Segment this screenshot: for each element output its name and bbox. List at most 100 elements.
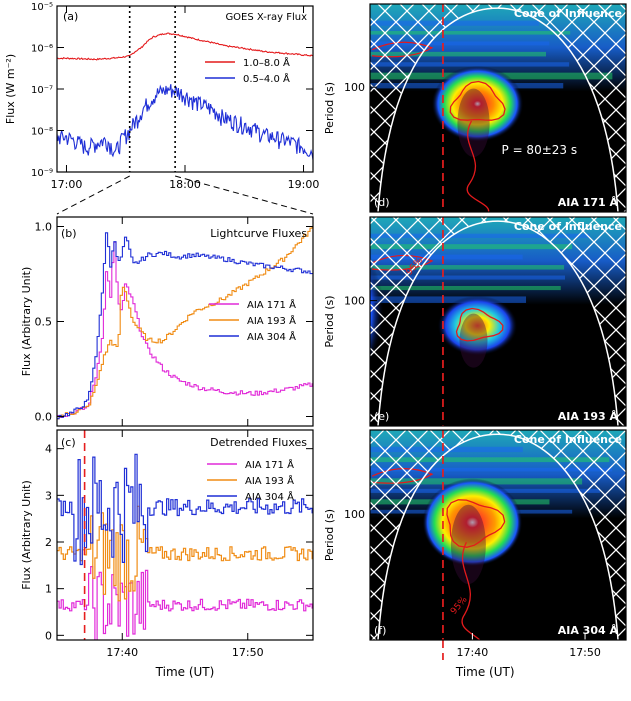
y-tick-label: 100 [344, 81, 365, 94]
period-annotation: P = 80±23 s [502, 143, 578, 157]
cone-of-influence-label: Cone of Influence [514, 433, 622, 446]
channel-label: AIA 171 Å [558, 196, 619, 209]
spectrum-streak [370, 285, 561, 291]
spectrum-streak [370, 20, 540, 26]
panel-title: GOES X-ray Flux [225, 12, 307, 23]
y-axis-label: Flux (Arbitrary Unit) [20, 267, 33, 377]
channel-label: AIA 304 Å [558, 624, 619, 637]
x-tick-label: 17:40 [106, 646, 138, 659]
y-tick-label: 100 [344, 295, 365, 308]
cone-of-influence-hatch [370, 430, 626, 640]
lightcurve-legend-label: AIA 171 Å [247, 298, 296, 311]
spectrum-streak [370, 296, 527, 303]
spectrum-streak [370, 467, 613, 472]
x-tick-label: 17:40 [457, 646, 489, 659]
panel-tag: (a) [63, 10, 78, 23]
panel-b-plot [57, 227, 313, 420]
panel-a-plot [57, 32, 313, 160]
wavelet-frame [369, 216, 627, 427]
wavelet-spectrum [370, 4, 626, 212]
power-tail [457, 88, 490, 158]
spectrum-streak [370, 265, 565, 270]
wavelet-spectrum [370, 430, 626, 640]
panel-c: 0 1 2 3 4 17:40 17:50 (c) Detrended Fluxes Flux (… [20, 430, 313, 679]
significance-contour [461, 541, 481, 640]
spectrum-streak [370, 233, 590, 238]
lightcurve-series-line [57, 241, 313, 419]
panel-c-plot [57, 453, 313, 640]
power-peak [431, 65, 524, 142]
spectrum-streak [370, 254, 523, 260]
panel-b-frame [56, 216, 314, 427]
zoom-line [174, 175, 314, 215]
cone-of-influence-boundary [377, 7, 619, 212]
lightcurve-series-line [57, 232, 313, 420]
goes-series-line [57, 84, 313, 160]
cone-of-influence-hatch [370, 217, 626, 426]
cone-of-influence-boundary [377, 220, 619, 426]
cone-of-influence-label: Cone of Influence [514, 7, 622, 20]
detrended-series-line [57, 453, 313, 566]
y-axis-label: Flux (Arbitrary Unit) [20, 480, 33, 590]
spectrum-streak [370, 62, 570, 67]
panel-d: 100 Period (s) Cone of Influence (d) AIA 171… [323, 4, 626, 212]
significance-contour [449, 80, 506, 121]
x-tick-label: 18:00 [169, 178, 201, 191]
x-axis-label: Time (UT) [155, 665, 215, 679]
panel-f: 100 Period (s) Cone of Influence (f) AIA 304… [323, 430, 626, 679]
significance-contour [455, 307, 504, 342]
y-axis-label: Period (s) [323, 82, 336, 134]
y-tick-label: 0.5 [35, 316, 53, 329]
panel-c-frame [56, 429, 314, 641]
spectrum-streak [370, 31, 571, 35]
y-axis-label: Period (s) [323, 509, 336, 561]
y-tick-label: 10⁻⁹ [31, 168, 53, 179]
detrended-legend-label: AIA 304 Å [245, 490, 294, 503]
panel-title: Detrended Fluxes [210, 436, 307, 449]
power-peak [437, 295, 518, 356]
x-tick-label: 19:00 [288, 178, 320, 191]
spectrum-streak [370, 51, 546, 57]
detrended-series-line [57, 505, 313, 602]
spectrum-streak [370, 457, 610, 463]
x-axis-label: Time (UT) [455, 665, 515, 679]
zoom-line [56, 175, 130, 215]
y-tick-label: 0 [45, 629, 52, 642]
panel-tag: (c) [61, 436, 76, 449]
panel-tag: (d) [374, 196, 390, 209]
detrended-legend-label: AIA 171 Å [245, 458, 294, 471]
power-tail [450, 504, 486, 584]
cone-of-influence-boundary [377, 433, 619, 640]
spectrum-streak [370, 275, 566, 280]
y-axis-label: Period (s) [323, 295, 336, 347]
y-tick-label: 1 [45, 583, 52, 596]
x-tick-label: 17:00 [51, 178, 83, 191]
cone-of-influence-label: Cone of Influence [514, 220, 622, 233]
panel-e: 100 Period (s) Cone of Influence (e) AIA 193… [323, 217, 626, 426]
panel-a-frame [56, 5, 314, 173]
y-tick-label: 10⁻⁷ [31, 85, 53, 96]
y-axis-label: Flux (W m⁻²) [4, 54, 17, 124]
y-tick-label: 100 [344, 508, 365, 521]
significance-contour [446, 499, 506, 548]
y-tick-label: 1.0 [35, 221, 53, 234]
y-tick-label: 2 [45, 536, 52, 549]
y-tick-label: 10⁻⁶ [31, 44, 53, 55]
power-peak [422, 478, 523, 567]
goes-legend-label: 0.5–4.0 Å [243, 72, 290, 85]
detrended-legend-label: AIA 193 Å [245, 474, 294, 487]
cone-of-influence-hatch [370, 4, 626, 212]
wavelet-frame [369, 3, 627, 213]
panel-b: 0.0 0.5 1.0 (b) Lightcurve Fluxes Flux (Arbit… [20, 217, 313, 426]
lightcurve-legend-label: AIA 193 Å [247, 314, 296, 327]
panel-tag: (b) [61, 227, 77, 240]
wavelet-spectrum [370, 217, 626, 426]
y-tick-label: 0.0 [35, 411, 53, 424]
significance-contour [466, 120, 490, 212]
lightcurve-series-line [57, 227, 313, 420]
goes-legend-label: 1.0–8.0 Å [243, 56, 290, 69]
y-tick-label: 10⁻⁸ [31, 127, 53, 138]
panel-tag: (f) [374, 624, 386, 637]
wavelet-frame [369, 429, 627, 641]
